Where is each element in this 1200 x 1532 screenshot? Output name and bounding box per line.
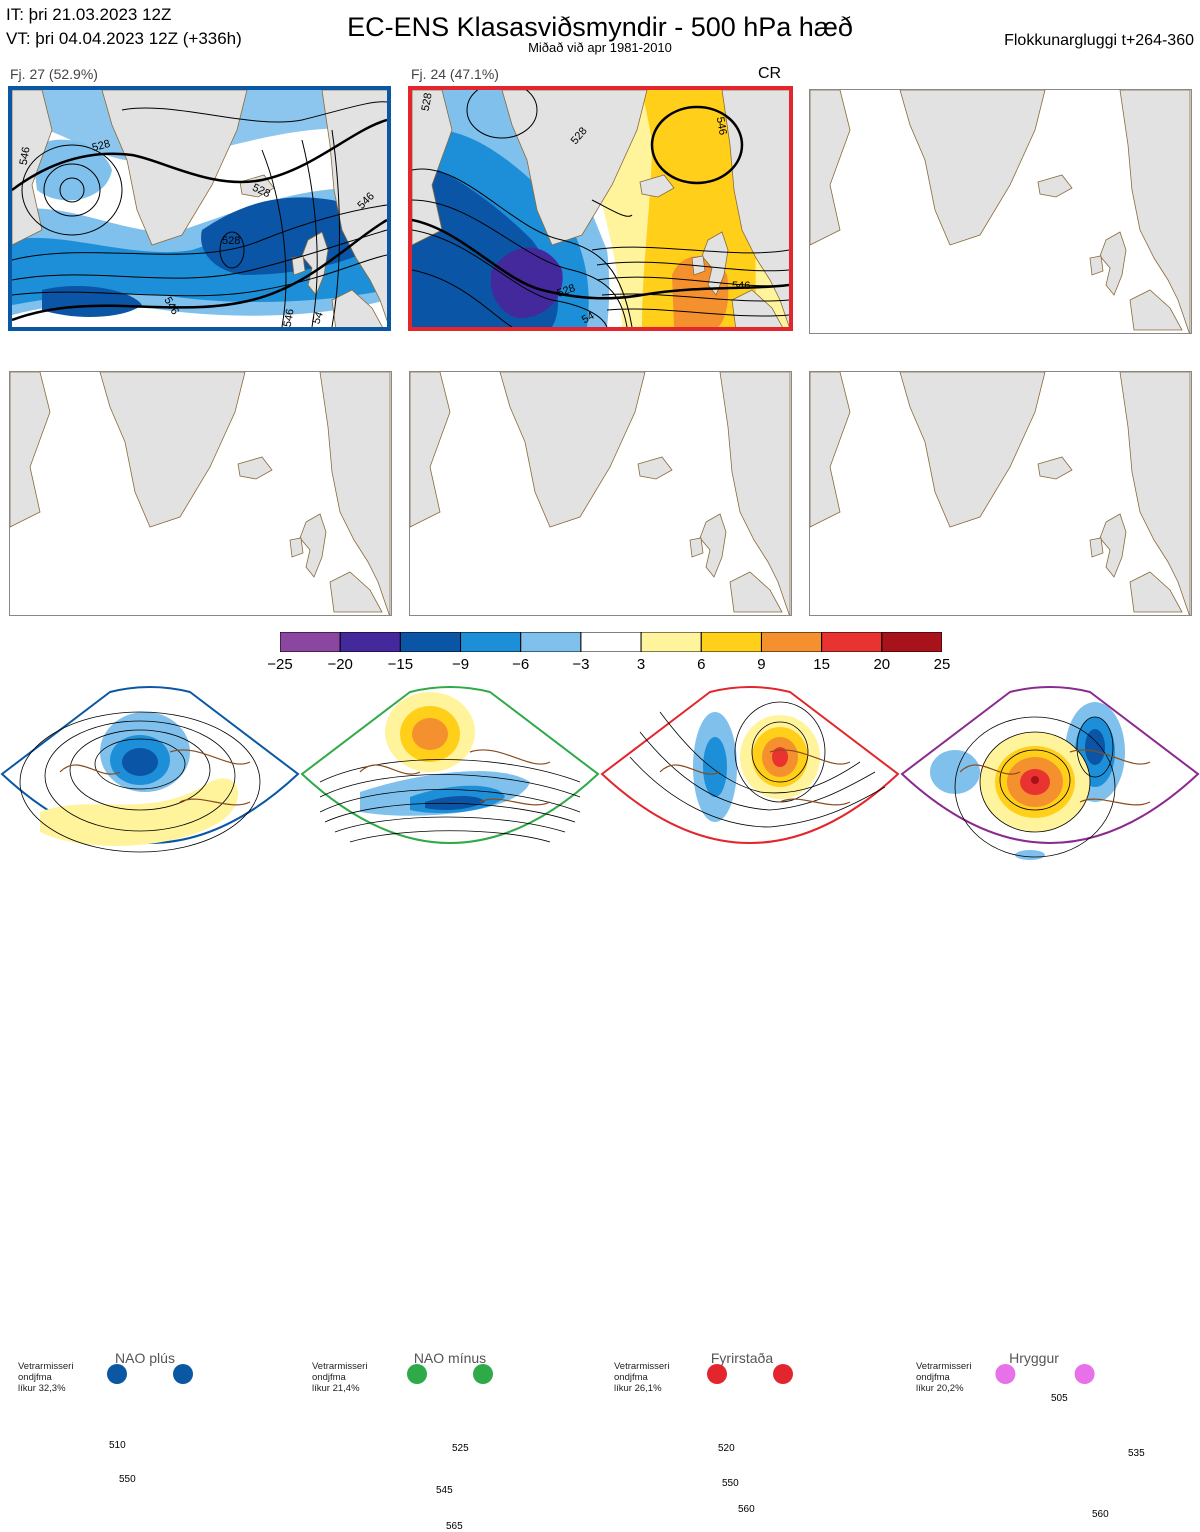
regime-dots: [107, 1364, 193, 1384]
empty-map-6: [809, 371, 1192, 616]
regime-dot: [173, 1364, 193, 1384]
regime-ridge: Hryggur Vetrarmisseri ondjfma líkur 20,2…: [900, 672, 1200, 1520]
regime-dot: [107, 1364, 127, 1384]
contour-label: 546: [732, 280, 751, 292]
regime-contour-label: 560: [1092, 1509, 1109, 1520]
colorbar-segment: [640, 632, 702, 652]
colorbar-tick-label: 9: [757, 656, 766, 673]
valid-time: VT: þri 04.04.2023 12Z (+336h): [6, 29, 242, 48]
colorbar-tick-label: −25: [267, 656, 293, 673]
colorbar-tick-label: 3: [636, 656, 646, 673]
cluster-2-label: Fj. 24 (47.1%): [411, 66, 499, 82]
cluster-2-regime-code: CR: [758, 65, 782, 82]
colorbar: [280, 632, 942, 652]
regime-contour-label: 565: [446, 1521, 463, 1532]
regime-dots: [407, 1364, 493, 1384]
colorbar-tick-label: 15: [813, 656, 830, 673]
colorbar-segment: [460, 632, 522, 652]
colorbar-segment: [881, 632, 942, 652]
empty-map-5: [409, 371, 792, 616]
regime-dots: [707, 1364, 793, 1384]
colorbar-segment: [821, 632, 883, 652]
colorbar-tick-label: −9: [451, 656, 470, 673]
regime-dot: [407, 1364, 427, 1384]
regime-dot: [707, 1364, 727, 1384]
regime-contour-label: 550: [119, 1474, 136, 1485]
cluster-2-map: 528 546 528 546 528 54: [408, 86, 793, 331]
colorbar-segment: [700, 632, 762, 652]
colorbar-segment: [580, 632, 642, 652]
colorbar-tick-label: −6: [512, 656, 530, 673]
regime-contour-label: 510: [109, 1440, 126, 1451]
regime-probability: Vetrarmisseri ondjfma líkur 21,4%: [312, 1361, 368, 1394]
regime-dot: [1074, 1364, 1095, 1384]
contour-label: 528: [222, 235, 241, 247]
cluster-1-label: Fj. 27 (52.9%): [10, 66, 98, 82]
regime-contour-label: 520: [718, 1443, 735, 1454]
regime-probability: Vetrarmisseri ondjfma líkur 32,3%: [18, 1361, 74, 1394]
page-subtitle: Miðað við apr 1981-2010: [528, 40, 672, 55]
regime-dots: [995, 1364, 1095, 1384]
classification-window: Flokkunargluggi t+264-360: [1004, 32, 1194, 49]
colorbar-tick-label: −15: [387, 656, 414, 673]
regime-nao-plus: NAO plús Vetrarmisseri ondjfma líkur 32,…: [0, 672, 300, 1485]
regime-dot: [473, 1364, 493, 1384]
colorbar-tick-label: −3: [572, 656, 590, 673]
colorbar-segment: [520, 632, 582, 652]
colorbar-tick-label: 25: [933, 656, 951, 673]
regime-contour-label: 560: [738, 1504, 755, 1515]
regime-probability: Vetrarmisseri ondjfma líkur 20,2%: [916, 1361, 972, 1394]
colorbar-segment: [760, 632, 823, 652]
colorbar-segment: [399, 632, 462, 652]
empty-map-4: [9, 371, 392, 616]
cluster-1-map: 528 546 528 546 528 546 54 546: [8, 86, 391, 331]
regime-contour-label: 545: [436, 1485, 453, 1496]
regime-dot: [773, 1364, 793, 1384]
empty-map-3: [809, 89, 1192, 334]
regime-blocking: Fyrirstaða Vetrarmisseri ondjfma líkur 2…: [600, 672, 900, 1515]
colorbar-segment: [280, 632, 341, 652]
regime-nao-minus: NAO mínus Vetrarmisseri ondjfma líkur 21…: [300, 672, 600, 1532]
colorbar-tick-label: 20: [873, 656, 891, 673]
regime-probability: Vetrarmisseri ondjfma líkur 26,1%: [614, 1361, 670, 1394]
regime-contour-label: 535: [1128, 1448, 1145, 1459]
regime-contour-label: 525: [452, 1443, 469, 1454]
initial-time: IT: þri 21.03.2023 12Z: [6, 5, 172, 24]
colorbar-tick-label: 6: [697, 656, 706, 673]
page-title: EC-ENS Klasasviðsmyndir - 500 hPa hæð: [347, 12, 853, 42]
colorbar-segment: [339, 632, 401, 652]
regime-dot: [995, 1364, 1016, 1384]
regime-contour-label: 550: [722, 1478, 739, 1489]
regime-contour-label: 505: [1051, 1393, 1068, 1404]
colorbar-tick-label: −20: [327, 656, 353, 673]
